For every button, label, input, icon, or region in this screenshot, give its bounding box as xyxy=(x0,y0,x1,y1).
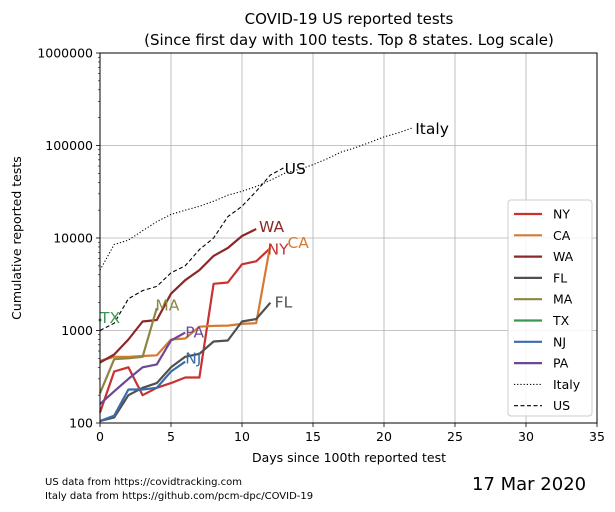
end-label-fl: FL xyxy=(275,294,293,312)
series-line-us xyxy=(99,166,285,331)
legend-label-fl: FL xyxy=(553,270,567,285)
series-line-wa xyxy=(99,228,257,364)
source-note-us: US data from https://covidtracking.com xyxy=(45,477,242,488)
series-line-fl xyxy=(99,301,272,423)
x-tick-label: 15 xyxy=(305,429,321,444)
x-tick-label: 10 xyxy=(234,429,250,444)
series-line-pa xyxy=(99,331,186,405)
legend-label-pa: PA xyxy=(553,356,569,371)
x-tick-label: 5 xyxy=(167,429,175,444)
series-layer xyxy=(98,127,413,423)
legend-label-ny: NY xyxy=(553,207,570,222)
end-label-us: US xyxy=(285,160,306,178)
end-label-ca: CA xyxy=(287,234,309,252)
y-tick-label: 100000 xyxy=(45,138,93,153)
series-line-ny xyxy=(98,247,272,413)
x-tick-label: 0 xyxy=(96,429,104,444)
x-tick-label: 30 xyxy=(518,429,534,444)
legend-label-italy: Italy xyxy=(553,377,581,392)
end-label-italy: Italy xyxy=(415,120,449,138)
end-label-wa: WA xyxy=(259,218,284,236)
end-label-pa: PA xyxy=(185,323,204,341)
series-line-italy xyxy=(99,127,413,271)
legend-label-ca: CA xyxy=(553,228,571,243)
series-line-nj xyxy=(99,360,186,423)
x-tick-label: 20 xyxy=(376,429,392,444)
y-tick-label: 1000 xyxy=(61,323,93,338)
end-label-nj: NJ xyxy=(185,350,201,368)
source-note-italy: Italy data from https://github.com/pcm-d… xyxy=(45,491,314,502)
chart-title-line2: (Since first day with 100 tests. Top 8 s… xyxy=(144,31,554,49)
legend-label-wa: WA xyxy=(553,249,574,264)
legend-label-tx: TX xyxy=(552,313,570,328)
legend-label-nj: NJ xyxy=(553,334,566,349)
y-tick-label: 100 xyxy=(69,416,93,431)
end-label-tx: TX xyxy=(99,309,120,327)
end-label-ma: MA xyxy=(155,297,179,315)
legend-label-ma: MA xyxy=(553,292,573,307)
series-line-ca xyxy=(99,244,272,362)
y-tick-label: 1000000 xyxy=(37,46,93,61)
x-axis-label: Days since 100th reported test xyxy=(252,450,446,465)
x-axis-ticks: 0 5 10 15 20 25 30 35 xyxy=(96,423,605,444)
x-tick-label: 25 xyxy=(447,429,463,444)
y-axis-label: Cumulative reported tests xyxy=(9,156,24,320)
series-line-ma xyxy=(98,307,158,394)
y-axis-ticks: 100 1000 10000 100000 1000000 xyxy=(37,46,100,431)
legend: NY CA WA FL MA TX NJ PA Italy US xyxy=(507,199,593,417)
date-stamp: 17 Mar 2020 xyxy=(472,474,587,495)
x-tick-label: 35 xyxy=(589,429,605,444)
end-label-ny: NY xyxy=(268,240,290,258)
legend-label-us: US xyxy=(553,398,570,413)
chart-title-line1: COVID-19 US reported tests xyxy=(245,10,454,28)
y-tick-label: 10000 xyxy=(53,231,93,246)
